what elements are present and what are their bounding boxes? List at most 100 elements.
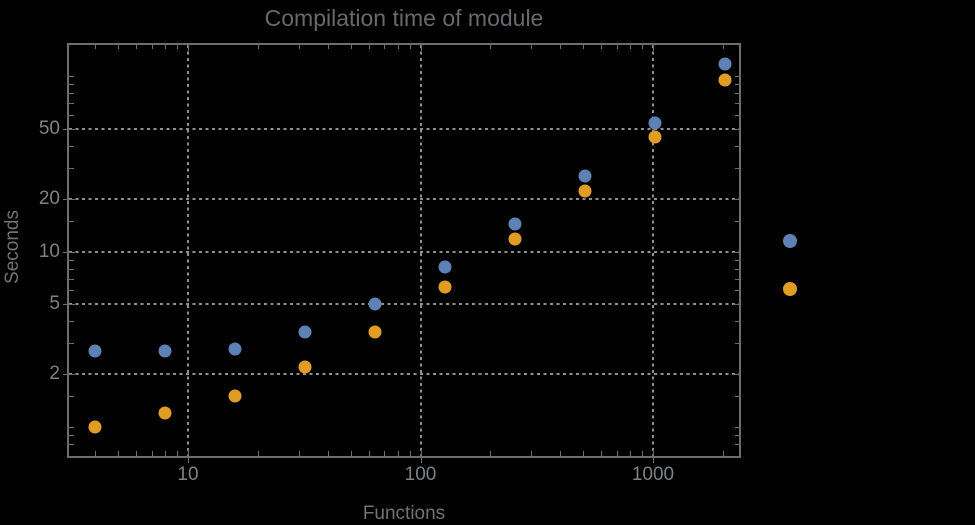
data-point-series-2 [718, 73, 732, 87]
x-minor-tick [136, 451, 138, 456]
y-major-tick [733, 198, 741, 200]
x-minor-tick [531, 451, 533, 456]
data-point-series-1 [438, 260, 452, 274]
x-minor-tick [384, 451, 386, 456]
x-major-tick [653, 43, 654, 51]
data-point-series-2 [158, 406, 172, 420]
y-minor-tick [735, 278, 739, 280]
y-major-tick [63, 198, 75, 200]
x-major-tick [653, 449, 654, 463]
data-point-series-2 [438, 280, 452, 294]
data-point-series-2 [368, 325, 382, 339]
y-tick-label: 10 [38, 240, 60, 262]
x-tick-label: 10 [177, 464, 199, 485]
data-point-series-2 [88, 420, 102, 434]
y-minor-tick [735, 435, 739, 437]
y-minor-tick [69, 93, 74, 94]
x-gridline [652, 45, 654, 456]
data-point-series-1 [88, 344, 102, 358]
data-point-series-2 [648, 130, 662, 144]
y-minor-tick [735, 321, 739, 323]
x-minor-tick [601, 45, 603, 49]
x-minor-tick [642, 45, 644, 49]
x-tick-label: 1000 [631, 464, 675, 485]
data-point-series-1 [508, 217, 522, 231]
y-major-tick [733, 128, 741, 130]
data-point-series-1 [718, 57, 732, 71]
x-minor-tick [95, 45, 97, 49]
y-minor-tick [735, 114, 739, 116]
y-minor-tick [69, 427, 74, 428]
x-minor-tick [397, 45, 399, 49]
y-minor-tick [69, 444, 74, 445]
data-point-series-1 [368, 297, 382, 311]
x-minor-tick [350, 45, 352, 49]
y-minor-tick [69, 435, 74, 437]
x-major-tick [188, 43, 189, 51]
x-minor-tick [368, 451, 370, 456]
x-tick-label: 100 [404, 464, 437, 485]
x-minor-tick [177, 45, 179, 49]
y-minor-tick [735, 444, 739, 445]
data-point-series-2 [228, 389, 242, 403]
y-major-tick [733, 374, 741, 376]
x-minor-tick [583, 451, 584, 456]
data-point-series-2 [578, 184, 592, 198]
data-point-series-1 [578, 169, 592, 183]
y-tick-label: 50 [38, 117, 60, 139]
legend-series-2-marker [783, 282, 797, 296]
y-minor-tick [69, 76, 74, 77]
y-major-tick [733, 304, 741, 306]
x-minor-tick [257, 451, 259, 456]
x-minor-tick [327, 45, 329, 49]
y-major-tick [63, 128, 75, 130]
x-major-tick [188, 449, 189, 463]
x-minor-tick [531, 45, 533, 49]
data-point-series-2 [508, 232, 522, 246]
y-minor-tick [69, 268, 74, 270]
y-minor-tick [69, 290, 74, 292]
y-minor-tick [69, 103, 74, 105]
x-minor-tick [257, 45, 259, 49]
y-tick-label: 2 [49, 363, 60, 385]
y-minor-tick [69, 84, 74, 86]
x-gridline [187, 45, 189, 456]
x-minor-tick [397, 451, 399, 456]
x-minor-tick [630, 451, 632, 456]
y-minor-tick [69, 259, 74, 261]
x-minor-tick [136, 45, 138, 49]
x-gridline [419, 45, 422, 456]
x-minor-tick [722, 45, 724, 49]
x-minor-tick [601, 451, 603, 456]
y-gridline [69, 127, 739, 130]
y-minor-tick [735, 290, 739, 292]
x-minor-tick [616, 45, 618, 49]
y-major-tick [63, 374, 75, 376]
x-minor-tick [642, 451, 644, 456]
legend-series-1-marker [783, 234, 797, 248]
y-minor-tick [69, 145, 74, 147]
x-minor-tick [151, 45, 153, 49]
x-minor-tick [368, 45, 370, 49]
x-minor-tick [177, 451, 179, 456]
y-gridline [69, 303, 739, 306]
data-point-series-1 [298, 325, 312, 339]
y-gridline [69, 373, 739, 376]
x-minor-tick [630, 45, 632, 49]
x-minor-tick [298, 45, 300, 49]
y-minor-tick [69, 114, 74, 116]
y-minor-tick [69, 278, 74, 280]
x-minor-tick [95, 451, 97, 456]
y-minor-tick [735, 103, 739, 105]
y-minor-tick [69, 321, 74, 323]
x-minor-tick [409, 451, 411, 456]
plot-frame [67, 43, 741, 458]
x-axis-label: Functions [362, 503, 446, 524]
data-point-series-1 [158, 344, 172, 358]
y-minor-tick [69, 396, 74, 398]
x-major-tick [420, 449, 422, 463]
x-minor-tick [384, 45, 386, 49]
x-minor-tick [583, 45, 584, 49]
x-minor-tick [298, 451, 300, 456]
